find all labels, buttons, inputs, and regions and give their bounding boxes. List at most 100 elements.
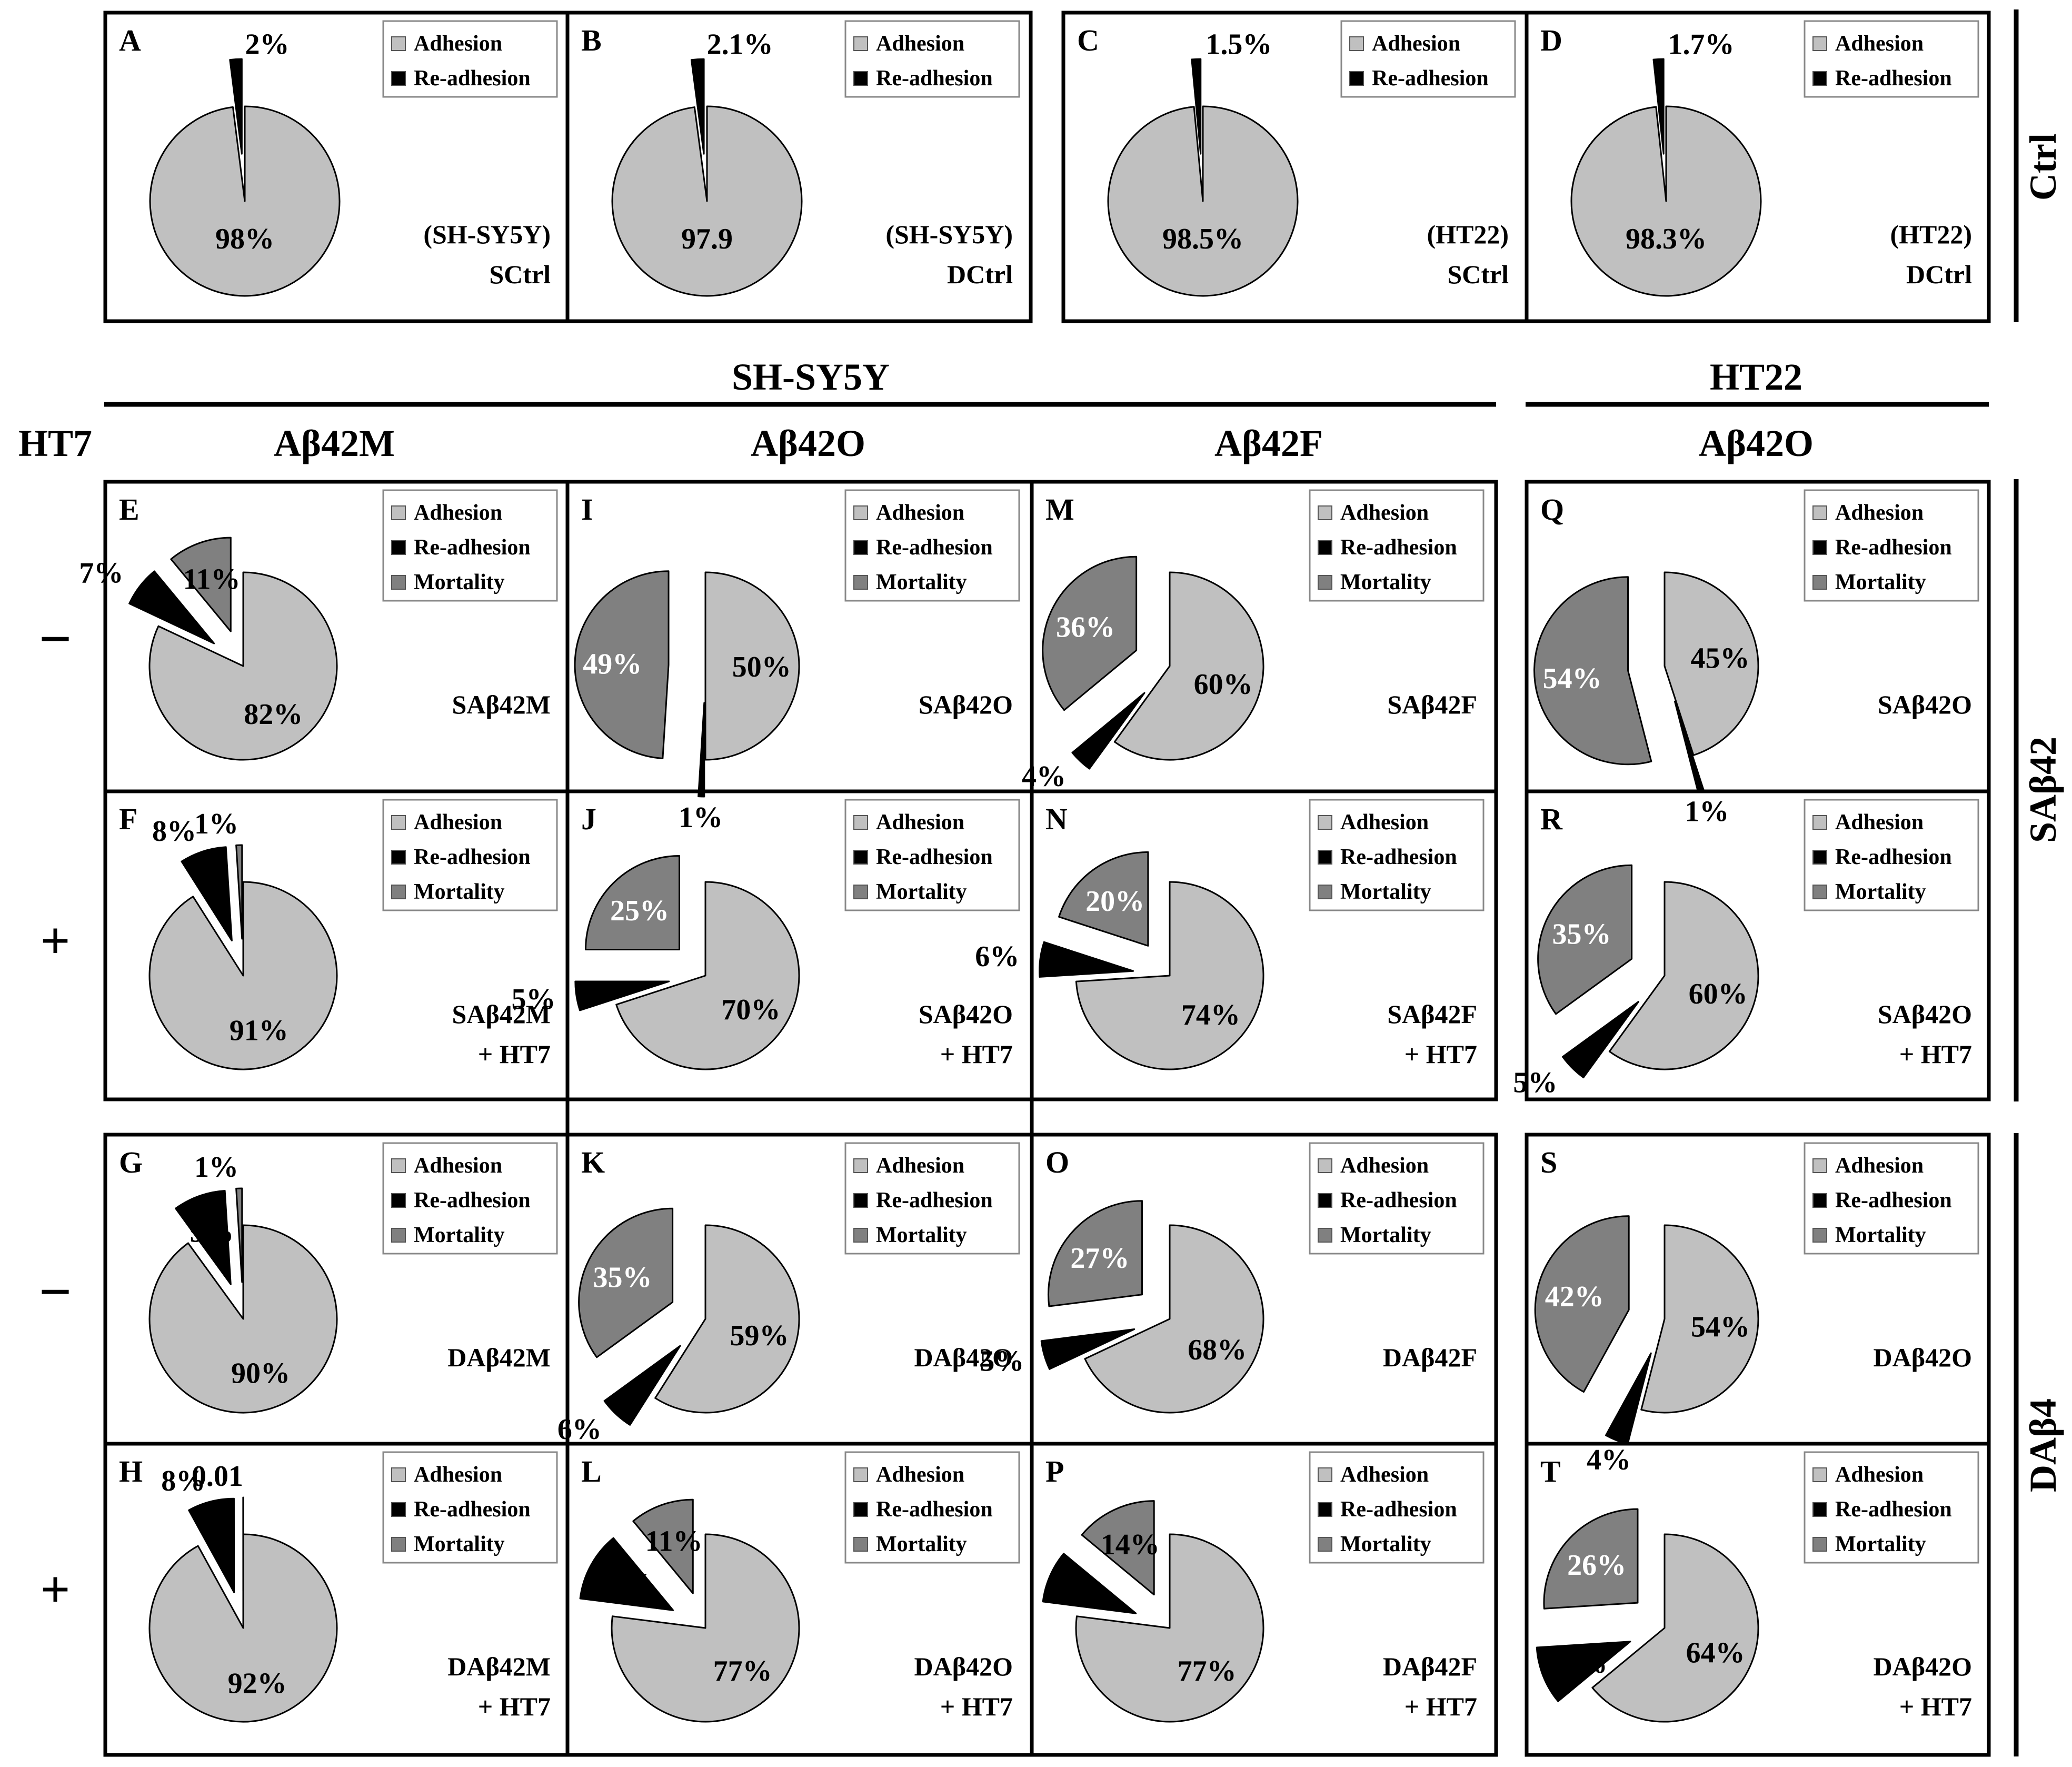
legend: Adhesion Re-adhesion Mortality	[1804, 1451, 1979, 1564]
sab42-side-label: SAβ42	[2022, 737, 2064, 843]
legend-swatch-adhesion	[391, 1158, 406, 1173]
data-label-mortality: 14%	[1101, 1528, 1160, 1561]
panel-subtitle: + HT7	[478, 1692, 551, 1721]
panel-title: SAβ42M	[452, 999, 551, 1029]
data-label-mortality: 1%	[194, 808, 238, 840]
legend-label-mortality: Mortality	[1835, 570, 1926, 594]
legend-swatch-adhesion	[391, 1467, 406, 1482]
col-header-ht22-o: Aβ42O	[1699, 422, 1814, 464]
legend-label-adhesion: Adhesion	[414, 810, 502, 835]
legend-swatch-readhesion	[391, 850, 406, 865]
legend-swatch-mortality	[1812, 1228, 1827, 1243]
data-label-readhesion: 8%	[152, 815, 196, 848]
data-label-readhesion: 5%	[512, 983, 556, 1016]
slice-mortality	[1537, 864, 1633, 1015]
slice-adhesion	[1075, 881, 1264, 1070]
slice-readhesion	[188, 1497, 235, 1593]
panel-subtitle: + HT7	[940, 1692, 1013, 1721]
slice-readhesion	[1191, 58, 1202, 155]
legend: Adhesion Re-adhesion Mortality	[1804, 1142, 1979, 1255]
legend: Adhesion Re-adhesion	[844, 20, 1020, 98]
data-label-adhesion: 77%	[713, 1655, 772, 1687]
panel-letter: Q	[1540, 492, 1564, 527]
ht22-header: HT22	[1710, 356, 1802, 398]
slice-adhesion	[615, 881, 800, 1070]
legend-label-mortality: Mortality	[1835, 880, 1926, 904]
legend-label-mortality: Mortality	[1340, 880, 1431, 904]
legend: Adhesion Re-adhesion Mortality	[382, 1142, 558, 1255]
slice-mortality	[1533, 576, 1652, 766]
legend: Adhesion Re-adhesion Mortality	[382, 489, 558, 602]
legend-label-adhesion: Adhesion	[1372, 32, 1460, 56]
panel-P: P Adhesion Re-adhesion Mortality DAβ42F + HT7…	[1042, 1451, 1485, 1723]
legend-swatch-mortality	[391, 575, 406, 590]
panel-L: L Adhesion Re-adhesion Mortality DAβ42O + HT7…	[579, 1451, 1020, 1723]
data-label-mortality: 27%	[1070, 1242, 1129, 1275]
data-label-adhesion: 64%	[1686, 1636, 1745, 1669]
legend-label-adhesion: Adhesion	[1340, 1154, 1429, 1178]
panel-title: (SH-SY5Y)	[885, 220, 1013, 249]
panel-subtitle: DCtrl	[1906, 260, 1972, 289]
data-label-readhesion: 6%	[557, 1413, 602, 1446]
data-label-adhesion: 59%	[730, 1319, 789, 1352]
panel-K: K Adhesion Re-adhesion Mortality DAβ42O 59% 6%…	[557, 1142, 1020, 1446]
legend-label-mortality: Mortality	[414, 880, 505, 904]
legend-swatch-mortality	[1812, 575, 1827, 590]
slice-mortality	[170, 537, 232, 632]
panel-subtitle: SCtrl	[1447, 260, 1509, 289]
panel-letter: E	[119, 492, 140, 527]
slice-readhesion	[1071, 692, 1145, 770]
legend-label-readhesion: Re-adhesion	[876, 1188, 993, 1213]
legend-label-mortality: Mortality	[1340, 1223, 1431, 1247]
slice-adhesion	[1084, 1224, 1264, 1414]
legend-swatch-readhesion	[1812, 1193, 1827, 1208]
data-label-mortality: 35%	[593, 1262, 652, 1294]
legend-swatch-adhesion	[1318, 505, 1332, 520]
panel-H: H Adhesion Re-adhesion Mortality DAβ42M + HT7…	[119, 1451, 558, 1723]
legend-swatch-readhesion	[853, 71, 868, 86]
legend-swatch-adhesion	[391, 36, 406, 51]
legend-label-readhesion: Re-adhesion	[1340, 845, 1457, 869]
panel-letter: K	[581, 1145, 605, 1179]
legend-label-readhesion: Re-adhesion	[876, 845, 993, 869]
slice-adhesion	[611, 105, 803, 297]
legend-label-readhesion: Re-adhesion	[414, 1497, 531, 1522]
minus-sign-sab42: −	[39, 607, 72, 671]
legend-label-mortality: Mortality	[414, 1532, 505, 1556]
panel-subtitle: + HT7	[940, 1039, 1013, 1069]
legend-label-readhesion: Re-adhesion	[1340, 535, 1457, 560]
data-label-readhesion: 1.7%	[1668, 28, 1734, 61]
data-label-readhesion: 6%	[975, 940, 1019, 973]
legend-swatch-readhesion	[853, 1502, 868, 1517]
legend-swatch-adhesion	[853, 1158, 868, 1173]
legend-label-adhesion: Adhesion	[876, 1154, 964, 1178]
minus-sign-dab4: −	[39, 1259, 72, 1324]
data-label-adhesion: 60%	[1194, 668, 1253, 701]
panel-letter: A	[119, 23, 141, 57]
panel-title: SAβ42O	[919, 999, 1013, 1029]
legend-label-readhesion: Re-adhesion	[876, 535, 993, 560]
slice-readhesion	[1674, 700, 1705, 793]
panel-R: R Adhesion Re-adhesion Mortality SAβ42O + HT7…	[1513, 799, 1979, 1099]
legend-swatch-mortality	[853, 1537, 868, 1552]
panel-subtitle: + HT7	[1404, 1039, 1477, 1069]
legend-label-adhesion: Adhesion	[876, 32, 964, 56]
legend-swatch-adhesion	[391, 815, 406, 830]
data-label-mortality: 20%	[1085, 885, 1144, 918]
legend: Adhesion Re-adhesion Mortality	[1309, 1451, 1485, 1564]
slice-readhesion	[603, 1345, 681, 1426]
data-label-mortality: 11%	[183, 563, 241, 596]
slice-mortality	[574, 570, 670, 759]
panel-letter: T	[1540, 1454, 1561, 1488]
panel-D: D Adhesion Re-adhesion (HT22) DCtrl 98.3% 1.7%	[1540, 20, 1979, 297]
data-label-mortality: 0.01	[192, 1460, 243, 1493]
slice-readhesion	[579, 1537, 674, 1611]
legend-swatch-adhesion	[1318, 1467, 1332, 1482]
legend-label-adhesion: Adhesion	[1340, 1463, 1429, 1487]
legend: Adhesion Re-adhesion Mortality	[844, 799, 1020, 911]
legend-label-readhesion: Re-adhesion	[1835, 1188, 1952, 1213]
legend-swatch-adhesion	[1349, 36, 1364, 51]
legend-swatch-readhesion	[853, 1193, 868, 1208]
panel-T: T Adhesion Re-adhesion Mortality DAβ42O + HT7…	[1536, 1451, 1979, 1723]
data-label-readhesion: 1%	[679, 801, 723, 834]
